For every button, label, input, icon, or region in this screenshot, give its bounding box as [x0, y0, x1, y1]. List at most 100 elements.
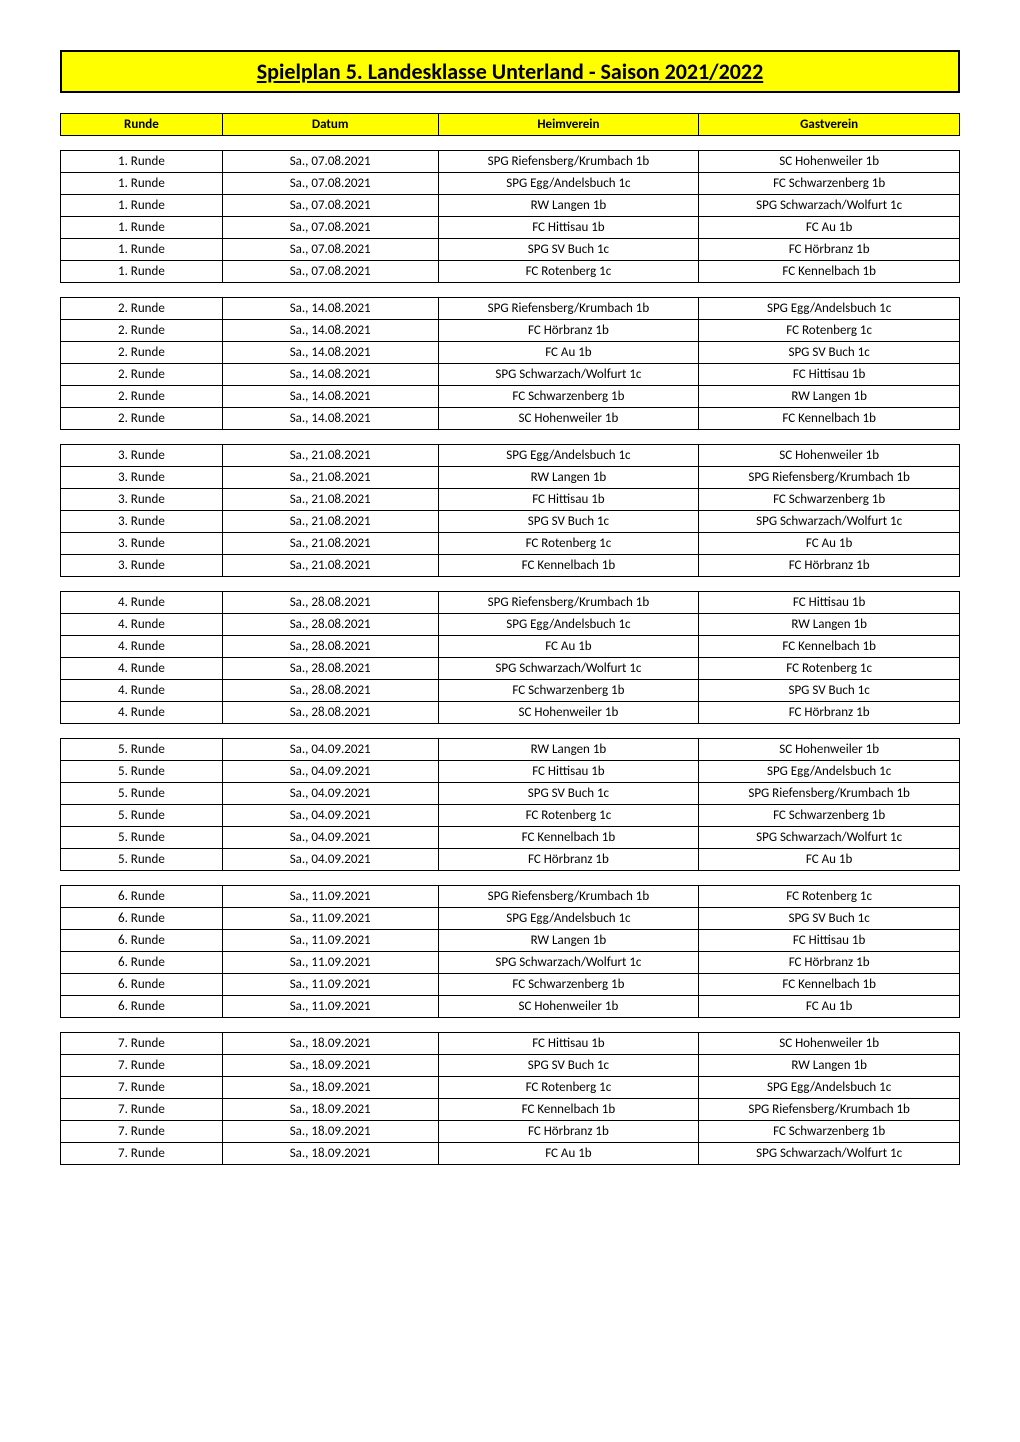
cell-runde: 4. Runde	[61, 592, 223, 614]
cell-datum: Sa., 04.09.2021	[222, 805, 438, 827]
cell-runde: 1. Runde	[61, 195, 223, 217]
cell-runde: 6. Runde	[61, 886, 223, 908]
cell-heimverein: FC Hörbranz 1b	[438, 320, 699, 342]
cell-runde: 6. Runde	[61, 930, 223, 952]
table-row: 1. RundeSa., 07.08.2021SPG Egg/Andelsbuc…	[61, 173, 960, 195]
cell-heimverein: SPG Schwarzach/Wolfurt 1c	[438, 658, 699, 680]
cell-runde: 3. Runde	[61, 555, 223, 577]
cell-datum: Sa., 21.08.2021	[222, 467, 438, 489]
table-row: 3. RundeSa., 21.08.2021FC Kennelbach 1bF…	[61, 555, 960, 577]
cell-datum: Sa., 21.08.2021	[222, 489, 438, 511]
cell-runde: 5. Runde	[61, 739, 223, 761]
cell-heimverein: SPG Riefensberg/Krumbach 1b	[438, 592, 699, 614]
cell-gastverein: SPG Riefensberg/Krumbach 1b	[699, 783, 960, 805]
table-row: 7. RundeSa., 18.09.2021FC Au 1bSPG Schwa…	[61, 1143, 960, 1165]
cell-gastverein: FC Kennelbach 1b	[699, 974, 960, 996]
cell-datum: Sa., 11.09.2021	[222, 952, 438, 974]
table-row: 7. RundeSa., 18.09.2021SPG SV Buch 1cRW …	[61, 1055, 960, 1077]
table-row: 6. RundeSa., 11.09.2021SC Hohenweiler 1b…	[61, 996, 960, 1018]
table-row: 3. RundeSa., 21.08.2021RW Langen 1bSPG R…	[61, 467, 960, 489]
cell-heimverein: SC Hohenweiler 1b	[438, 702, 699, 724]
cell-heimverein: FC Au 1b	[438, 1143, 699, 1165]
cell-gastverein: SPG Egg/Andelsbuch 1c	[699, 1077, 960, 1099]
cell-datum: Sa., 04.09.2021	[222, 739, 438, 761]
cell-datum: Sa., 14.08.2021	[222, 386, 438, 408]
cell-heimverein: RW Langen 1b	[438, 467, 699, 489]
table-row: 5. RundeSa., 04.09.2021FC Rotenberg 1cFC…	[61, 805, 960, 827]
cell-datum: Sa., 14.08.2021	[222, 408, 438, 430]
cell-runde: 1. Runde	[61, 173, 223, 195]
table-row: 1. RundeSa., 07.08.2021RW Langen 1bSPG S…	[61, 195, 960, 217]
table-row: 5. RundeSa., 04.09.2021SPG SV Buch 1cSPG…	[61, 783, 960, 805]
table-row: 2. RundeSa., 14.08.2021SPG Schwarzach/Wo…	[61, 364, 960, 386]
rounds-container: 1. RundeSa., 07.08.2021SPG Riefensberg/K…	[60, 150, 960, 1165]
cell-heimverein: FC Rotenberg 1c	[438, 1077, 699, 1099]
cell-gastverein: SPG SV Buch 1c	[699, 908, 960, 930]
cell-runde: 3. Runde	[61, 511, 223, 533]
cell-heimverein: FC Schwarzenberg 1b	[438, 386, 699, 408]
round-table: 2. RundeSa., 14.08.2021SPG Riefensberg/K…	[60, 297, 960, 430]
cell-runde: 5. Runde	[61, 761, 223, 783]
cell-datum: Sa., 18.09.2021	[222, 1099, 438, 1121]
cell-datum: Sa., 28.08.2021	[222, 592, 438, 614]
cell-heimverein: RW Langen 1b	[438, 739, 699, 761]
cell-datum: Sa., 18.09.2021	[222, 1033, 438, 1055]
cell-gastverein: SC Hohenweiler 1b	[699, 1033, 960, 1055]
table-row: 3. RundeSa., 21.08.2021FC Rotenberg 1cFC…	[61, 533, 960, 555]
cell-runde: 2. Runde	[61, 342, 223, 364]
table-row: 1. RundeSa., 07.08.2021FC Hittisau 1bFC …	[61, 217, 960, 239]
cell-heimverein: SPG Riefensberg/Krumbach 1b	[438, 298, 699, 320]
cell-heimverein: FC Hittisau 1b	[438, 489, 699, 511]
cell-datum: Sa., 11.09.2021	[222, 996, 438, 1018]
cell-heimverein: FC Rotenberg 1c	[438, 533, 699, 555]
cell-gastverein: RW Langen 1b	[699, 1055, 960, 1077]
table-row: 3. RundeSa., 21.08.2021SPG SV Buch 1cSPG…	[61, 511, 960, 533]
table-row: 1. RundeSa., 07.08.2021SPG SV Buch 1cFC …	[61, 239, 960, 261]
table-row: 5. RundeSa., 04.09.2021RW Langen 1bSC Ho…	[61, 739, 960, 761]
cell-gastverein: FC Hittisau 1b	[699, 592, 960, 614]
table-row: 6. RundeSa., 11.09.2021FC Schwarzenberg …	[61, 974, 960, 996]
cell-gastverein: SPG SV Buch 1c	[699, 342, 960, 364]
table-row: 1. RundeSa., 07.08.2021FC Rotenberg 1cFC…	[61, 261, 960, 283]
cell-runde: 1. Runde	[61, 261, 223, 283]
cell-datum: Sa., 14.08.2021	[222, 364, 438, 386]
cell-runde: 7. Runde	[61, 1033, 223, 1055]
table-row: 4. RundeSa., 28.08.2021SPG Riefensberg/K…	[61, 592, 960, 614]
cell-datum: Sa., 07.08.2021	[222, 217, 438, 239]
cell-datum: Sa., 11.09.2021	[222, 930, 438, 952]
cell-runde: 7. Runde	[61, 1099, 223, 1121]
cell-gastverein: SC Hohenweiler 1b	[699, 445, 960, 467]
cell-runde: 2. Runde	[61, 364, 223, 386]
cell-heimverein: FC Rotenberg 1c	[438, 805, 699, 827]
cell-runde: 6. Runde	[61, 908, 223, 930]
table-row: 6. RundeSa., 11.09.2021SPG Schwarzach/Wo…	[61, 952, 960, 974]
cell-runde: 2. Runde	[61, 298, 223, 320]
cell-gastverein: SPG Schwarzach/Wolfurt 1c	[699, 827, 960, 849]
cell-heimverein: FC Schwarzenberg 1b	[438, 680, 699, 702]
cell-datum: Sa., 04.09.2021	[222, 849, 438, 871]
table-row: 2. RundeSa., 14.08.2021SC Hohenweiler 1b…	[61, 408, 960, 430]
cell-gastverein: FC Au 1b	[699, 849, 960, 871]
table-row: 4. RundeSa., 28.08.2021SC Hohenweiler 1b…	[61, 702, 960, 724]
cell-gastverein: FC Au 1b	[699, 217, 960, 239]
cell-runde: 6. Runde	[61, 952, 223, 974]
header-datum: Datum	[222, 114, 438, 136]
cell-heimverein: FC Hittisau 1b	[438, 217, 699, 239]
cell-heimverein: FC Kennelbach 1b	[438, 1099, 699, 1121]
cell-datum: Sa., 18.09.2021	[222, 1077, 438, 1099]
cell-heimverein: FC Hittisau 1b	[438, 761, 699, 783]
cell-gastverein: FC Kennelbach 1b	[699, 408, 960, 430]
cell-datum: Sa., 04.09.2021	[222, 783, 438, 805]
cell-runde: 4. Runde	[61, 658, 223, 680]
cell-runde: 3. Runde	[61, 467, 223, 489]
table-row: 3. RundeSa., 21.08.2021FC Hittisau 1bFC …	[61, 489, 960, 511]
cell-runde: 7. Runde	[61, 1121, 223, 1143]
table-row: 4. RundeSa., 28.08.2021SPG Egg/Andelsbuc…	[61, 614, 960, 636]
cell-heimverein: SPG SV Buch 1c	[438, 511, 699, 533]
cell-heimverein: RW Langen 1b	[438, 195, 699, 217]
cell-heimverein: FC Hörbranz 1b	[438, 1121, 699, 1143]
cell-runde: 7. Runde	[61, 1077, 223, 1099]
cell-runde: 1. Runde	[61, 239, 223, 261]
cell-heimverein: SPG SV Buch 1c	[438, 1055, 699, 1077]
cell-gastverein: FC Hörbranz 1b	[699, 239, 960, 261]
